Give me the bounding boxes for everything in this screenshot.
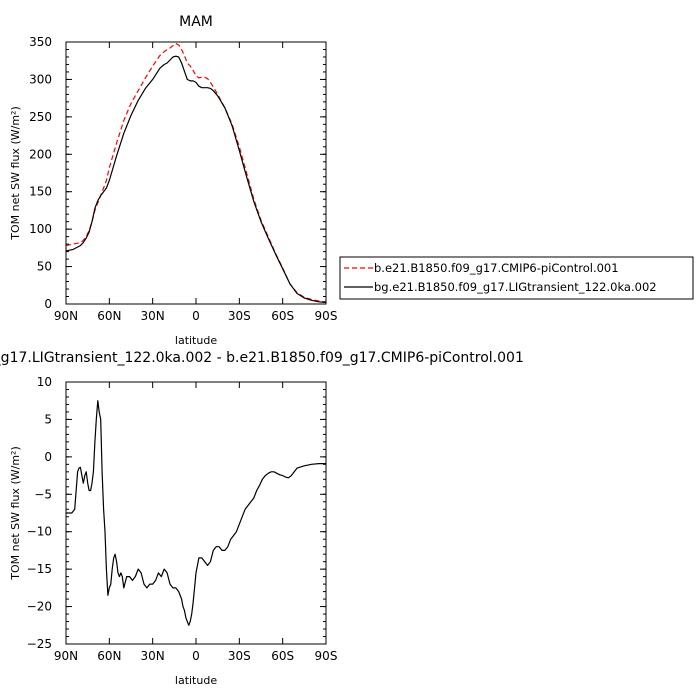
- legend-label-control: b.e21.B1850.f09_g17.CMIP6-piControl.001: [374, 261, 619, 275]
- top-series-group: [65, 42, 327, 304]
- bottom-y-tick-label: −25: [27, 637, 52, 651]
- bottom-y-axis-label: TOM net SW flux (W/m²): [9, 446, 22, 580]
- top-x-axis-label: latitude: [175, 334, 217, 347]
- bottom-y-tick-label: −20: [27, 600, 52, 614]
- top-y-tick-label: 100: [29, 222, 52, 236]
- top-ticks-group: 90N 60N 30N 0 30S 60S 90S 0 50 100 150 200 250 300 350: [29, 35, 337, 323]
- legend-label-lig: bg.e21.B1850.f09_g17.LIGtransient_122.0k…: [374, 280, 657, 294]
- bottom-panel: bg.e21.B1850.f09_g17.LIGtransient_122.0k…: [0, 350, 524, 687]
- legend: b.e21.B1850.f09_g17.CMIP6-piControl.001 …: [339, 256, 694, 300]
- top-y-tick-label: 50: [37, 260, 52, 274]
- bottom-series-group: [66, 400, 326, 626]
- bottom-x-tick-label: 90S: [315, 649, 338, 663]
- top-x-tick-label: 90S: [315, 309, 338, 323]
- top-y-tick-label: 0: [44, 297, 52, 311]
- legend-box: [339, 256, 694, 300]
- top-x-tick-label: 90N: [54, 309, 78, 323]
- bottom-y-tick-label: 5: [44, 412, 52, 426]
- bottom-x-tick-label: 60N: [97, 649, 121, 663]
- bottom-y-tick-label: 10: [37, 375, 52, 389]
- top-x-tick-label: 0: [192, 309, 200, 323]
- top-x-tick-label: 30N: [141, 309, 165, 323]
- top-x-tick-label: 60S: [271, 309, 294, 323]
- top-y-tick-label: 300: [29, 72, 52, 86]
- bottom-y-tick-label: −10: [27, 525, 52, 539]
- top-y-axis-label: TOM net SW flux (W/m²): [9, 106, 22, 240]
- bottom-series-line-0: [66, 400, 326, 626]
- bottom-title: bg.e21.B1850.f09_g17.LIGtransient_122.0k…: [0, 350, 524, 366]
- top-title: MAM: [179, 14, 213, 30]
- top-plot-frame: [65, 41, 327, 305]
- top-y-tick-label: 150: [29, 185, 52, 199]
- bottom-plot-frame: [65, 381, 327, 645]
- bottom-y-tick-label: 0: [44, 450, 52, 464]
- bottom-x-tick-label: 30S: [228, 649, 251, 663]
- bottom-x-tick-label: 0: [192, 649, 200, 663]
- top-series-line-1: [65, 55, 327, 304]
- top-y-tick-label: 250: [29, 110, 52, 124]
- bottom-x-tick-label: 60S: [271, 649, 294, 663]
- top-x-tick-label: 60N: [97, 309, 121, 323]
- bottom-ticks-group: 90N 60N 30N 0 30S 60S 90S −25 −20 −15 −10 −5 0 5 10: [27, 375, 338, 663]
- bottom-x-tick-label: 90N: [54, 649, 78, 663]
- bottom-y-tick-label: −5: [34, 487, 52, 501]
- top-y-tick-label: 200: [29, 147, 52, 161]
- top-x-tick-label: 30S: [228, 309, 251, 323]
- bottom-x-tick-label: 30N: [141, 649, 165, 663]
- top-panel: MAM 90N 60N 30N 0 30S 60S 90S 0 50 100 150 200 250 30…: [9, 14, 337, 347]
- bottom-x-axis-label: latitude: [175, 674, 217, 687]
- top-y-tick-label: 350: [29, 35, 52, 49]
- bottom-y-tick-label: −15: [27, 562, 52, 576]
